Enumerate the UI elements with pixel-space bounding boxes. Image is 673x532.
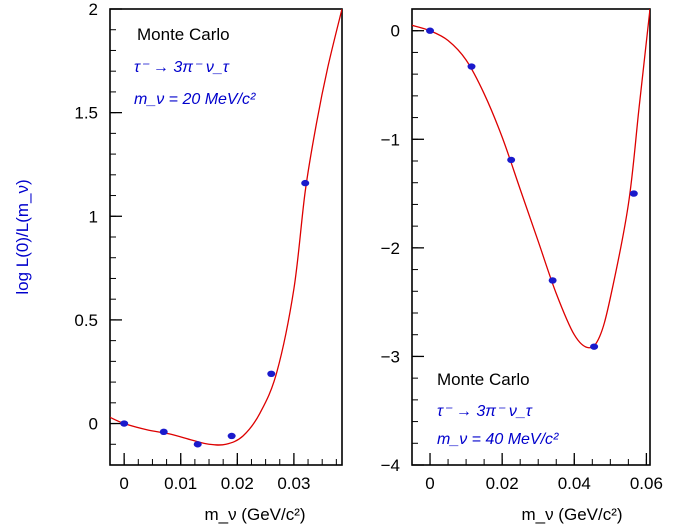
right-y-tick-label: 0 <box>391 22 400 41</box>
right-data-point <box>548 277 557 284</box>
left-fit-curve <box>110 9 342 446</box>
right-x-tick-label: 0.06 <box>630 474 663 493</box>
left-x-tick-label: 0.01 <box>164 474 197 493</box>
left-annotation-title: Monte Carlo <box>137 25 230 44</box>
right-annotation-mass: m_ν = 40 MeV/c² <box>437 431 559 448</box>
right-y-tick-label: −3 <box>381 347 400 366</box>
left-y-tick-label: 1 <box>89 207 98 226</box>
left-y-tick-label: 1.5 <box>74 104 98 123</box>
right-plot-data <box>412 9 650 350</box>
right-y-tick-label: −2 <box>381 239 400 258</box>
right-data-point <box>426 27 435 34</box>
right-annotation-title: Monte Carlo <box>437 370 530 389</box>
left-data-point <box>120 420 129 427</box>
left-x-tick-label: 0.02 <box>221 474 254 493</box>
right-plot-frame <box>411 8 651 466</box>
right-y-tick-label: −4 <box>381 456 400 475</box>
right-fit-curve <box>412 9 650 349</box>
right-data-point <box>467 63 476 70</box>
left-data-point <box>227 432 236 440</box>
left-data-point <box>193 441 202 448</box>
left-data-point <box>159 428 168 436</box>
right-annotation-decay: τ⁻ → 3π⁻ ν_τ <box>437 403 533 420</box>
right-data-point <box>507 156 516 164</box>
left-y-tick-label: 2 <box>89 0 98 19</box>
right-x-tick-label: 0.02 <box>486 474 519 493</box>
left-x-tick-label: 0 <box>119 474 128 493</box>
left-x-tick-label: 0.03 <box>277 474 310 493</box>
right-x-tick-label: 0.04 <box>558 474 591 493</box>
left-data-point <box>267 370 276 377</box>
left-data-point <box>301 179 310 187</box>
left-plot-frame <box>109 8 343 466</box>
left-y-tick-label: 0 <box>89 415 98 434</box>
right-data-point <box>590 343 599 350</box>
left-x-axis-label: m_ν (GeV/c²) <box>204 505 305 524</box>
right-axis-ticks: 0 −1 −2 −3 −4 0 0.02 0.04 0.06 <box>381 8 663 493</box>
left-annotation-mass: m_ν = 20 MeV/c² <box>134 91 256 108</box>
right-x-axis-label: m_ν (GeV/c²) <box>521 505 622 524</box>
left-y-axis-label: log L(0)/L(m_ν) <box>13 179 32 294</box>
left-annotation-decay: τ⁻ → 3π⁻ ν_τ <box>134 59 230 76</box>
left-axis-ticks: 0 0.5 1 1.5 2 0 0.01 0.02 0.03 <box>74 0 337 493</box>
left-plot-data <box>110 9 342 448</box>
right-y-tick-label: −1 <box>381 130 400 149</box>
left-y-tick-label: 0.5 <box>74 311 98 330</box>
right-data-point <box>629 190 638 197</box>
right-x-tick-label: 0 <box>425 474 434 493</box>
